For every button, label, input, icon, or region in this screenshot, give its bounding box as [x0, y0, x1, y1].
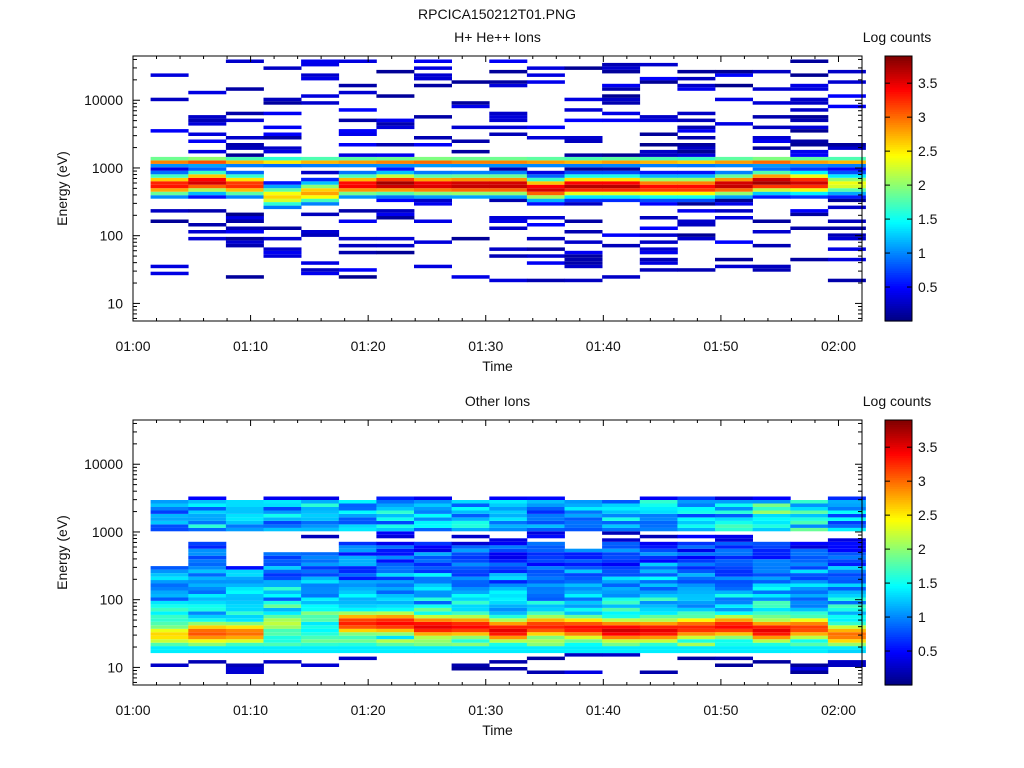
colorbar: 0.5 1 1.5 2 2.5 3 3.5 Log counts [863, 29, 938, 322]
x-tick-label: 01:10 [233, 338, 268, 354]
colorbar-tick-label: 0.5 [918, 279, 938, 295]
x-axis-label: Time [482, 358, 513, 374]
h-he-ions-panel: 01:00 01:10 01:20 01:30 01:40 01:50 02:00 10 100… [54, 29, 938, 374]
other-ions-panel: 01:00 01:10 01:20 01:30 01:40 01:50 02:00 10 100… [54, 393, 938, 738]
x-tick-label: 01:40 [586, 338, 621, 354]
x-tick-label: 01:30 [468, 338, 503, 354]
colorbar-tick-label: 2.5 [918, 507, 938, 523]
x-tick-label: 01:30 [468, 702, 503, 718]
colorbar-tick-label: 1.5 [918, 211, 938, 227]
y-tick-label: 10 [107, 295, 123, 311]
y-axis-ticks: 10 100 1000 10000 [84, 422, 862, 683]
y-tick-label: 1000 [92, 160, 123, 176]
x-tick-label: 02:00 [821, 702, 856, 718]
colorbar-tick-label: 3 [918, 473, 926, 489]
colorbar-tick-label: 3 [918, 109, 926, 125]
colorbar-frame [884, 419, 913, 686]
y-tick-label: 100 [100, 228, 124, 244]
x-tick-label: 01:50 [703, 702, 738, 718]
x-tick-label: 02:00 [821, 338, 856, 354]
x-axis-ticks: 01:00 01:10 01:20 01:30 01:40 01:50 02:00 [115, 420, 856, 718]
page-title: RPCICA150212T01.PNG [418, 6, 576, 22]
x-tick-label: 01:50 [703, 338, 738, 354]
y-tick-label: 10 [107, 659, 123, 675]
panel-title: Other Ions [465, 393, 530, 409]
panel-title: H+ He++ Ions [454, 29, 541, 45]
x-axis-ticks: 01:00 01:10 01:20 01:30 01:40 01:50 02:00 [115, 56, 856, 354]
colorbar-label: Log counts [863, 29, 932, 45]
y-axis-ticks: 10 100 1000 10000 [84, 58, 862, 319]
x-tick-label: 01:00 [115, 702, 150, 718]
colorbar: 0.5 1 1.5 2 2.5 3 3.5 Log counts [863, 393, 938, 686]
colorbar-tick-label: 1 [918, 245, 926, 261]
colorbar-tick-label: 2.5 [918, 143, 938, 159]
colorbar-frame [884, 55, 913, 322]
colorbar-tick-label: 2 [918, 541, 926, 557]
colorbar-tick-label: 1 [918, 609, 926, 625]
y-tick-label: 10000 [84, 92, 123, 108]
x-tick-label: 01:20 [351, 702, 386, 718]
x-tick-label: 01:40 [586, 702, 621, 718]
colorbar-tick-label: 1.5 [918, 575, 938, 591]
spectrogram-cells [150, 496, 866, 674]
colorbar-tick-label: 3.5 [918, 439, 938, 455]
colorbar-tick-label: 0.5 [918, 643, 938, 659]
colorbar-tick-label: 3.5 [918, 75, 938, 91]
y-axis-label: Energy (eV) [54, 515, 70, 590]
y-axis-label: Energy (eV) [54, 151, 70, 226]
y-tick-label: 100 [100, 592, 124, 608]
x-tick-label: 01:10 [233, 702, 268, 718]
y-tick-label: 1000 [92, 524, 123, 540]
x-tick-label: 01:20 [351, 338, 386, 354]
spectrogram-cells [150, 59, 866, 283]
x-tick-label: 01:00 [115, 338, 150, 354]
y-tick-label: 10000 [84, 456, 123, 472]
colorbar-label: Log counts [863, 393, 932, 409]
colorbar-tick-label: 2 [918, 177, 926, 193]
x-axis-label: Time [482, 722, 513, 738]
